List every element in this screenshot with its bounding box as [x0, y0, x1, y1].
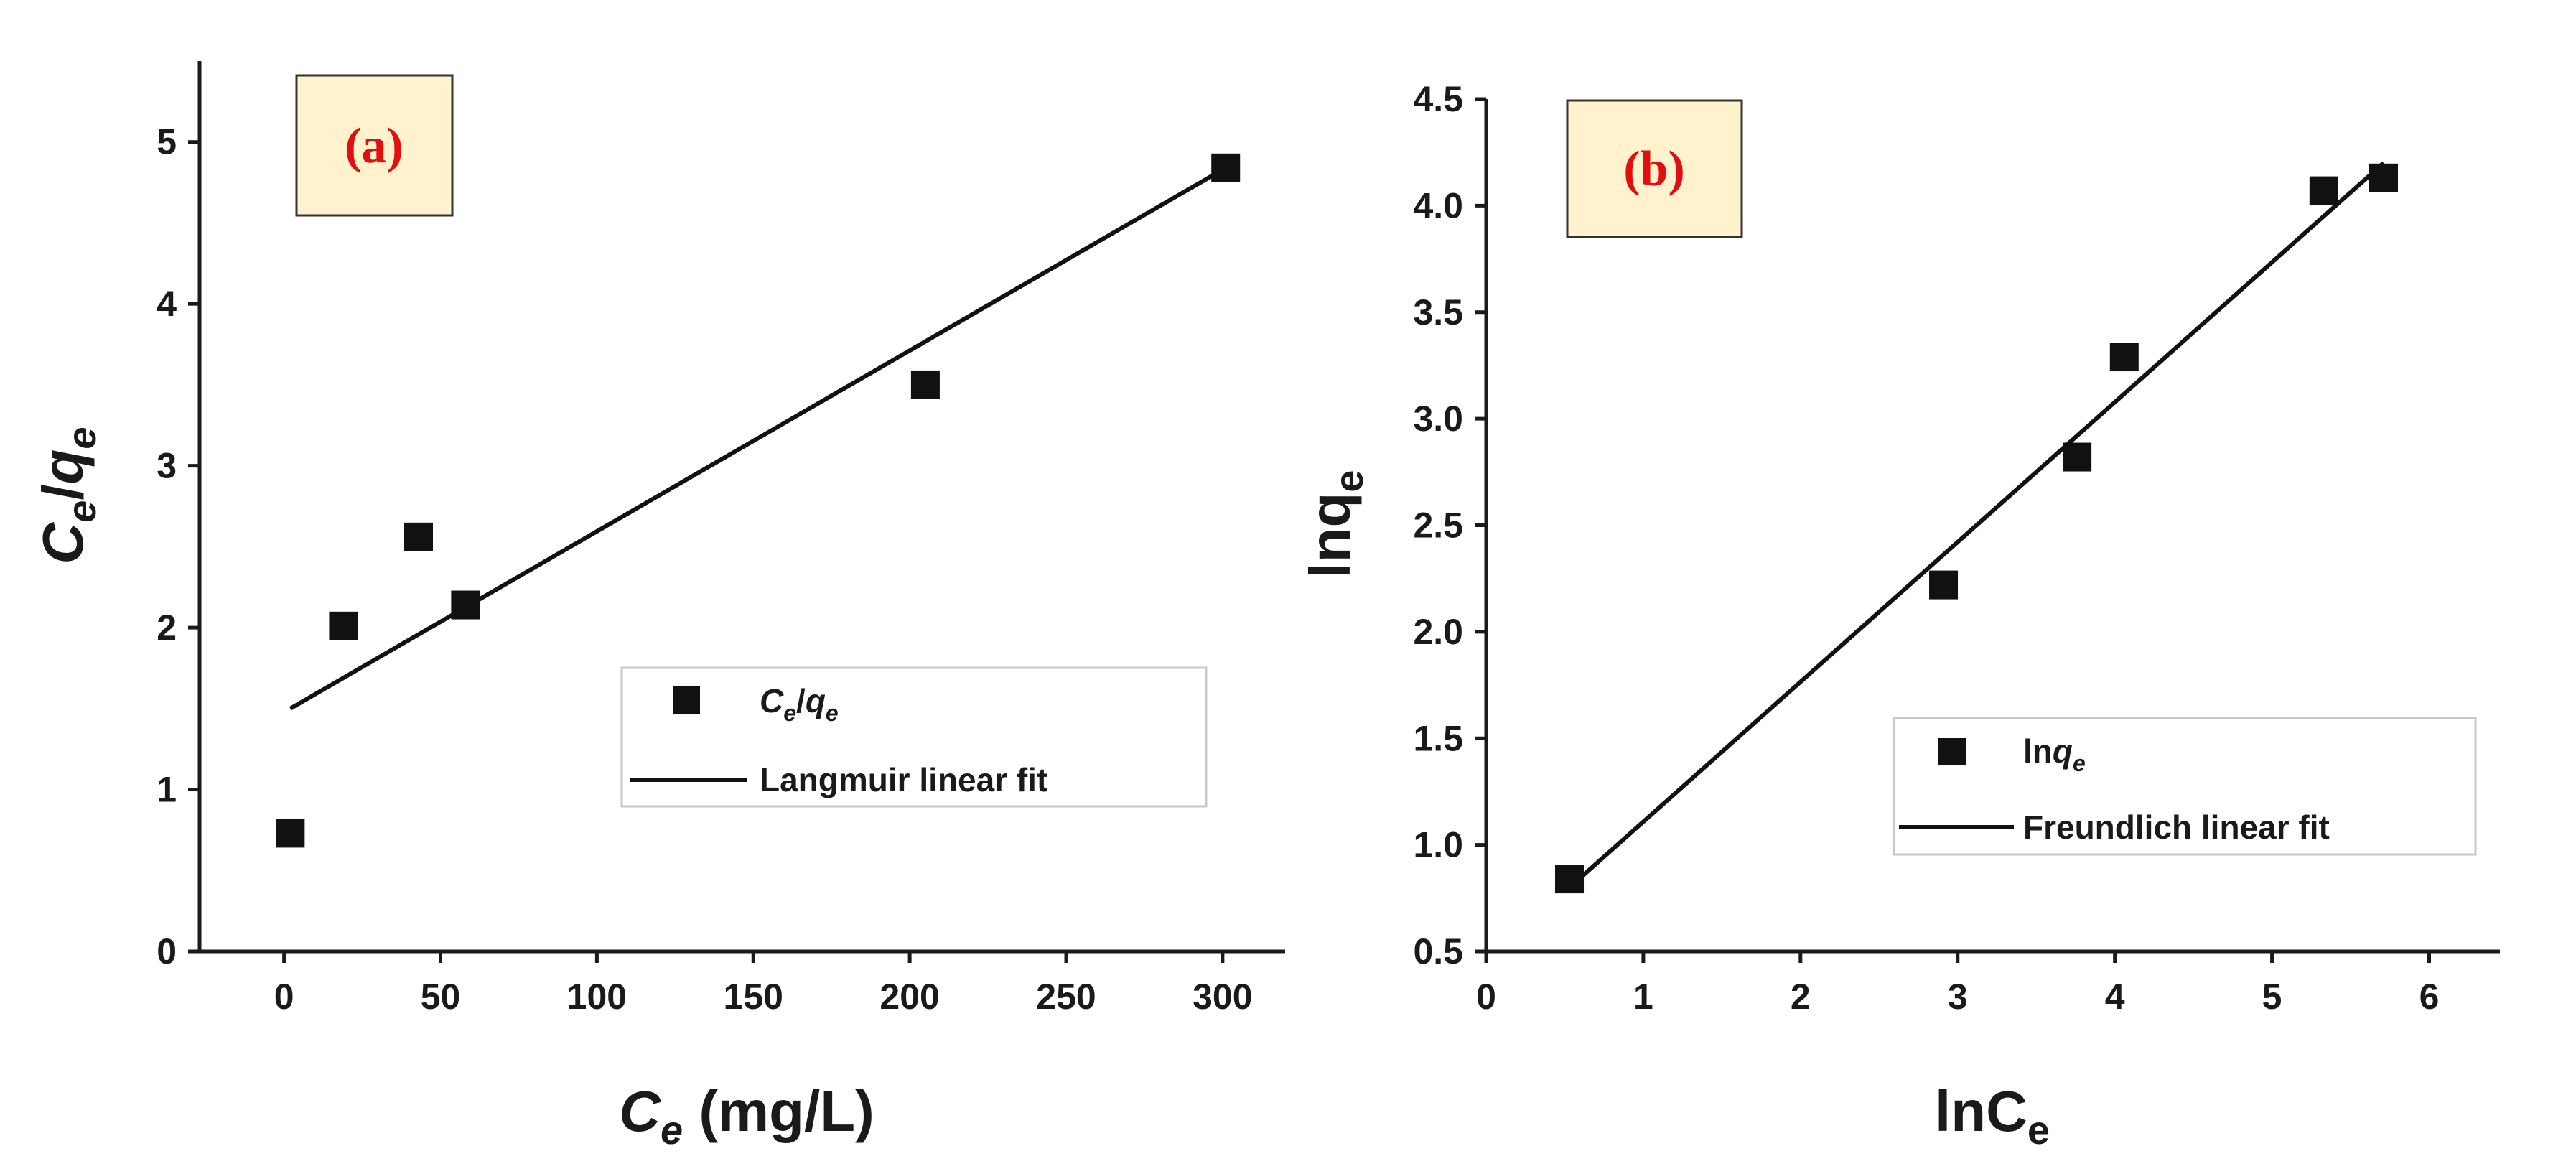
panel-a-legend-fit-label: Langmuir linear fit: [760, 761, 1047, 798]
panel-a-y-tick-label: 4: [157, 284, 177, 324]
panel-b-x-tick-label: 0: [1476, 977, 1496, 1017]
panel-b-y-tick-label: 2.0: [1413, 612, 1463, 652]
panel-a-x-tick-label: 100: [567, 977, 627, 1017]
panel-a-x-tick-label: 300: [1193, 977, 1252, 1017]
panel-a-data-point: [404, 522, 434, 551]
panel-b-data-point: [2109, 343, 2139, 372]
panel-a-tag: (a): [345, 118, 403, 174]
panel-b-x-tick-label: 1: [1633, 977, 1653, 1017]
panel-b-x-tick-label: 2: [1791, 977, 1811, 1017]
panel-b-data-point: [1929, 570, 1959, 600]
panel-a-y-tick-label: 5: [157, 122, 177, 162]
panel-a-x-axis-title: Ce (mg/L): [619, 1079, 874, 1152]
panel-a-y-tick-label: 0: [157, 931, 177, 972]
panel-a-x-tick-label: 200: [879, 977, 939, 1017]
panel-b-y-axis-title: lnqe: [1298, 470, 1371, 578]
panel-a-tag-box: [295, 74, 454, 217]
panel-a-x-tick-label: 250: [1036, 977, 1096, 1017]
panel-b-y-tick-label: 3.0: [1413, 399, 1463, 439]
panel-a-x-tick-label: 50: [421, 977, 461, 1017]
panel-b-x-tick-label: 4: [2105, 977, 2125, 1017]
panel-a-fit-line: [289, 166, 1227, 711]
panel-a-langmuir: (a) 0 50 100 150 200 250 300 0 1 2 3 4 5 Ce/qe Ce (…: [31, 61, 1285, 1152]
panel-b-x-axis-title: lnCe: [1935, 1079, 2050, 1152]
panel-b-data-point: [1555, 865, 1585, 894]
panel-b-x-tick-label: 3: [1948, 977, 1968, 1017]
panel-b-fit-line: [1568, 161, 2385, 890]
panel-a-data-point: [1211, 153, 1241, 182]
panel-b-y-tick-label: 1.0: [1413, 825, 1463, 865]
panel-b-tag: (b): [1623, 141, 1685, 197]
panel-b-legend-marker: [1938, 738, 1966, 765]
panel-b-x-tick-label: 6: [2419, 977, 2440, 1017]
panel-b-tag-box: [1566, 99, 1743, 238]
panel-a-y-tick-label: 1: [157, 770, 177, 810]
panel-a-x-tick-label: 150: [724, 977, 783, 1017]
panel-a-y-axis-title: Ce/qe: [31, 427, 104, 564]
panel-b-y-tick-label: 0.5: [1413, 931, 1463, 972]
panel-b-y-tick-label: 4.5: [1413, 79, 1463, 119]
panel-a-y-tick-label: 3: [157, 446, 177, 486]
panel-a-legend-points-label: Ce/qe: [760, 682, 839, 726]
panel-a-y-tick-label: 2: [157, 607, 177, 648]
panel-b-legend-fit-label: Freundlich linear fit: [2023, 809, 2330, 846]
panel-b-x-tick-label: 5: [2262, 977, 2282, 1017]
panel-a-data-point: [329, 611, 358, 640]
panel-b-data-point: [2309, 176, 2338, 205]
panel-a-data-point: [451, 590, 480, 620]
panel-a-x-tick-label: 0: [274, 977, 294, 1017]
panel-a-legend-marker: [673, 686, 700, 714]
panel-a-data-point: [910, 370, 940, 399]
panel-b-y-tick-label: 3.5: [1413, 292, 1463, 332]
panel-b-y-tick-label: 2.5: [1413, 506, 1463, 546]
panel-b-y-tick-label: 4.0: [1413, 185, 1463, 225]
panel-b-legend: lnqe Freundlich linear fit: [1893, 717, 2477, 856]
panel-a-data-point: [276, 819, 305, 848]
panel-a-legend: Ce/qe Langmuir linear fit: [620, 666, 1208, 808]
panel-b-legend-points-label: lnqe: [2023, 732, 2086, 776]
panel-b-y-tick-label: 1.5: [1413, 718, 1463, 758]
panel-b-data-point: [2369, 163, 2399, 192]
panel-b-data-point: [2063, 442, 2092, 472]
